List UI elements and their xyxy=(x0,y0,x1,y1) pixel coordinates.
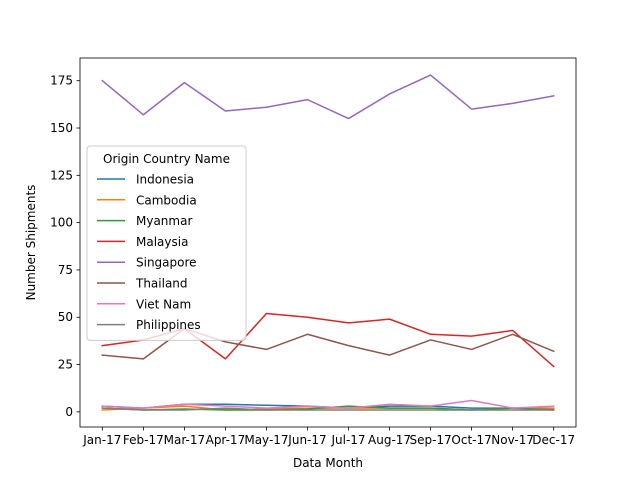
legend-label-thailand: Thailand xyxy=(135,277,188,291)
y-tick-label: 100 xyxy=(50,216,73,230)
y-tick-label: 75 xyxy=(58,263,73,277)
series-line-viet-nam xyxy=(101,399,555,409)
legend-label-indonesia: Indonesia xyxy=(136,173,194,187)
series-line-singapore xyxy=(101,74,555,120)
x-tick-label: Feb-17 xyxy=(123,433,164,447)
y-axis-label: Number Shipments xyxy=(24,185,38,301)
y-tick-label: 175 xyxy=(50,74,73,88)
x-tick-label: Oct-17 xyxy=(451,433,491,447)
x-tick-label: Sep-17 xyxy=(409,433,451,447)
x-tick-label: Jun-17 xyxy=(287,433,326,447)
legend-title: Origin Country Name xyxy=(103,152,230,166)
x-tick-label: Dec-17 xyxy=(532,433,575,447)
legend-label-cambodia: Cambodia xyxy=(136,193,197,207)
legend-label-philippines: Philippines xyxy=(136,318,201,332)
x-tick-label: Apr-17 xyxy=(206,433,246,447)
x-axis-label: Data Month xyxy=(293,456,363,470)
y-tick-label: 50 xyxy=(58,310,73,324)
legend-label-viet-nam: Viet Nam xyxy=(136,297,191,311)
x-tick-label: Jul-17 xyxy=(330,433,365,447)
y-tick-label: 125 xyxy=(50,168,73,182)
x-tick-label: Jan-17 xyxy=(82,433,121,447)
legend-label-singapore: Singapore xyxy=(136,256,197,270)
legend-label-malaysia: Malaysia xyxy=(136,235,188,249)
axes-layer: 0 25 50 75 100 125 150 175 Jan-17 Feb-17 Mar-17 Apr… xyxy=(50,57,577,447)
legend-label-myanmar: Myanmar xyxy=(136,214,192,228)
y-tick-label: 150 xyxy=(50,121,73,135)
axes-frame xyxy=(79,57,577,428)
series-line-philippines xyxy=(101,407,555,411)
legend: Origin Country Name Indonesia Cambodia Myan… xyxy=(86,145,247,341)
x-tick-label: Mar-17 xyxy=(164,433,205,447)
legend-box xyxy=(86,145,247,341)
y-tick-label: 0 xyxy=(65,405,73,419)
x-tick-label: Aug-17 xyxy=(368,433,411,447)
y-tick-label: 25 xyxy=(58,358,73,372)
x-tick-label: Nov-17 xyxy=(491,433,534,447)
x-tick-label: May-17 xyxy=(244,433,288,447)
